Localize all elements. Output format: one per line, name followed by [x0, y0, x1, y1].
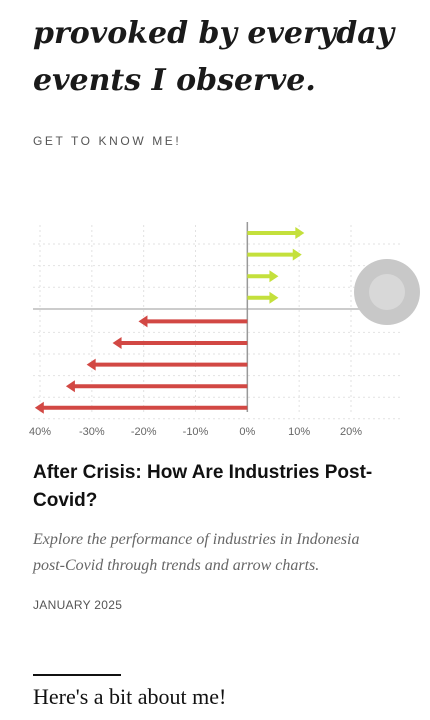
arrow-head [295, 227, 305, 239]
arrow-head [34, 401, 44, 414]
arrow [86, 358, 248, 371]
chart-thumbnail[interactable]: 40% -30% -20% -10% 0% 10% 20% [0, 210, 430, 445]
arrow-head [86, 358, 96, 371]
x-tick-label: 40% [29, 426, 51, 438]
arrow [34, 401, 248, 414]
x-tick-label: 10% [288, 426, 310, 438]
x-tick-label: -30% [79, 426, 105, 438]
arrow [247, 248, 302, 261]
arrow [65, 380, 248, 393]
card-date: JANUARY 2025 [33, 598, 123, 612]
arrow-head [292, 248, 302, 261]
headline-line: events I observe. [33, 63, 316, 98]
card-description: Explore the performance of industries in… [33, 531, 360, 574]
plot [33, 222, 400, 420]
arrow-head [269, 270, 279, 283]
arrow-head [65, 380, 75, 393]
arrow-head [269, 291, 279, 304]
x-tick-label: -10% [183, 426, 209, 438]
card-title[interactable]: After Crisis: How Are Industries Post-Co… [33, 462, 373, 511]
headline-line: provoked by everyday [33, 16, 395, 51]
about-link[interactable]: GET TO KNOW ME! [33, 134, 182, 148]
arrow [247, 227, 305, 239]
x-tick-label: 20% [340, 426, 362, 438]
arrow [247, 270, 279, 283]
arrow-head [138, 315, 148, 328]
overlay-button-inner [369, 274, 405, 310]
arrow [247, 291, 279, 304]
section-title: Here's a bit about me! [33, 684, 227, 709]
arrow-head [112, 337, 122, 349]
arrow [112, 337, 248, 349]
x-tick-label: 0% [239, 426, 255, 438]
divider [33, 674, 121, 676]
x-tick-label: -20% [131, 426, 157, 438]
arrow [138, 315, 248, 328]
